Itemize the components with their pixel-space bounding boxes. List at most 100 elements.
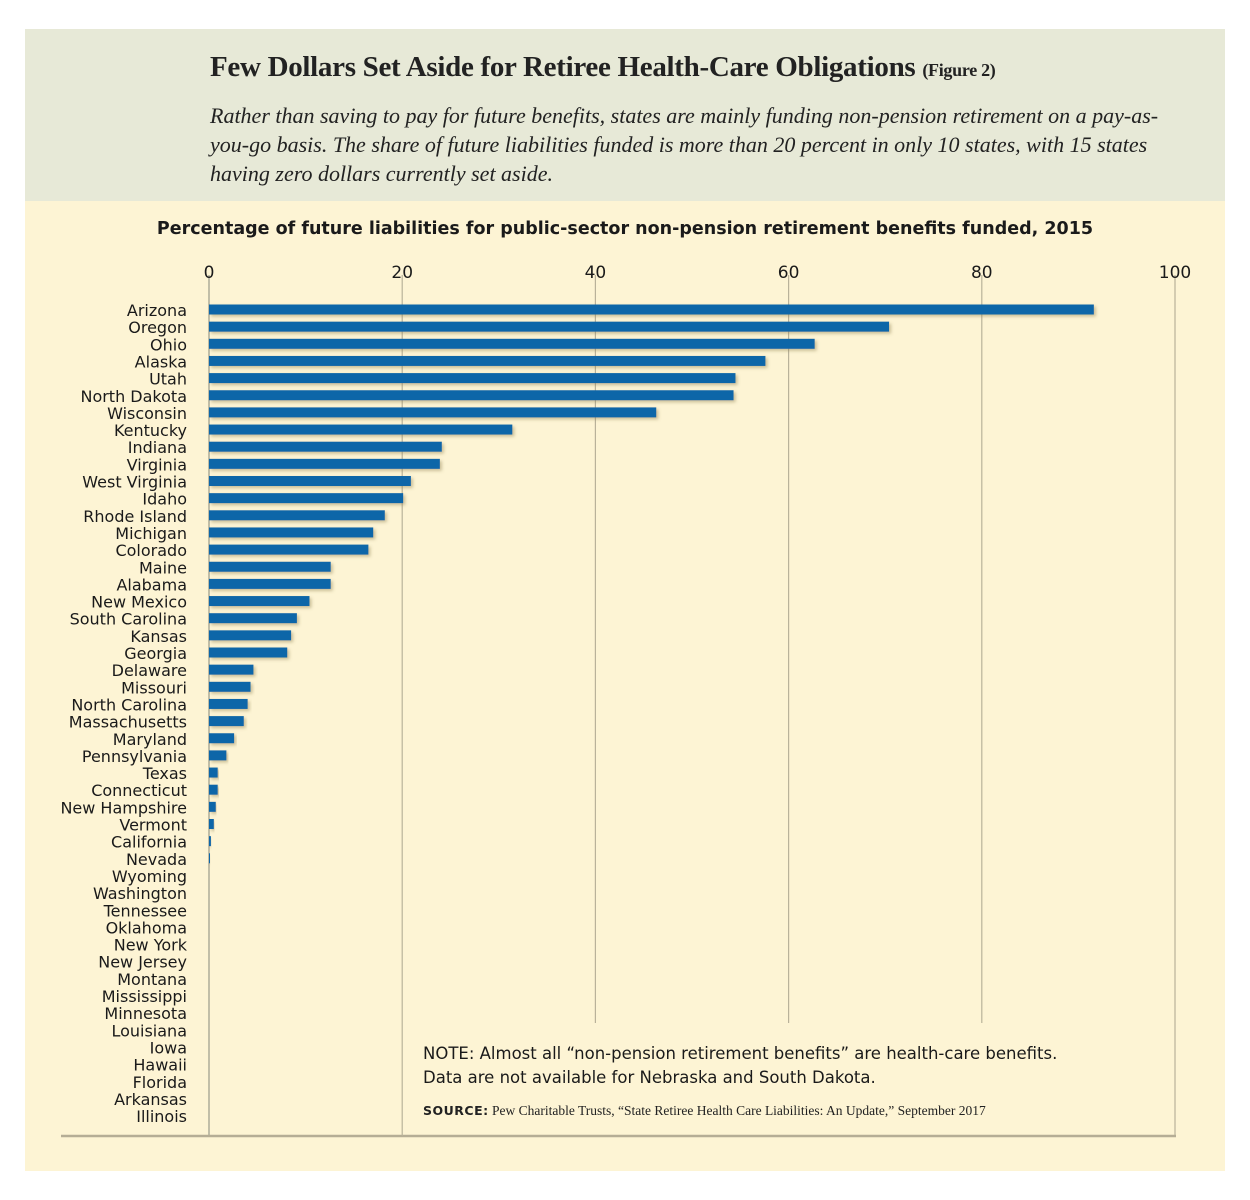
x-tick-label: 40 [585, 263, 607, 283]
chart-title: Percentage of future liabilities for pub… [156, 219, 1094, 239]
category-label: Oregon [128, 318, 187, 337]
bar-delaware [209, 664, 254, 675]
bar-wisconsin [209, 407, 657, 418]
bar-alaska [209, 355, 766, 366]
category-label: Michigan [115, 524, 187, 543]
bar-colorado [209, 544, 369, 555]
category-label: Delaware [112, 661, 187, 680]
x-tick-label: 0 [204, 263, 215, 283]
figure-frame: Few Dollars Set Aside for Retiree Health… [25, 29, 1225, 1171]
category-label: Alabama [116, 575, 187, 594]
category-label: Massachusetts [69, 713, 187, 732]
bar-west-virginia [209, 476, 411, 486]
category-label: Minnesota [104, 1004, 187, 1023]
category-label: South Carolina [70, 610, 187, 629]
category-label: New Hampshire [60, 798, 187, 817]
category-label: New Mexico [91, 593, 187, 612]
bar-arizona [209, 304, 1094, 315]
bar-north-carolina [209, 698, 248, 709]
source-text: Pew Charitable Trusts, “State Retiree He… [488, 1103, 986, 1118]
category-label: Vermont [119, 816, 187, 835]
figure-subtitle: Rather than saving to pay for future ben… [210, 103, 1159, 186]
category-label: Florida [133, 1073, 187, 1092]
bar-connecticut [209, 784, 218, 795]
category-label: Hawaii [133, 1056, 187, 1075]
category-label: Iowa [150, 1038, 187, 1057]
source-label: SOURCE: [423, 1103, 489, 1118]
category-label: Idaho [142, 490, 187, 509]
category-label: Kentucky [114, 421, 187, 440]
bar-virginia [209, 458, 440, 469]
category-label: Arkansas [114, 1090, 187, 1109]
category-label: Washington [93, 884, 187, 903]
gridlines [61, 275, 1176, 1138]
bars [209, 304, 1094, 864]
category-label: Illinois [136, 1107, 187, 1126]
category-label: Pennsylvania [82, 747, 187, 766]
bar-utah [209, 373, 736, 384]
category-label: Virginia [127, 455, 187, 474]
category-label: Montana [117, 970, 187, 989]
bar-texas [209, 767, 218, 778]
bar-vermont [209, 819, 214, 829]
bar-massachusetts [209, 716, 244, 727]
bar-ohio [209, 338, 815, 349]
category-label: Missouri [121, 678, 187, 697]
category-label: Texas [142, 764, 187, 783]
category-label: Alaska [135, 352, 187, 371]
note-line-2: Data are not available for Nebraska and … [423, 1068, 876, 1087]
x-tick-label: 60 [778, 263, 800, 283]
bar-pennsylvania [209, 750, 227, 761]
bar-idaho [209, 493, 404, 504]
figure-title-text: Few Dollars Set Aside for Retiree Health… [210, 51, 916, 83]
category-label: Utah [149, 370, 187, 389]
category-label: Rhode Island [83, 507, 187, 526]
bar-south-carolina [209, 613, 297, 624]
chart-note: NOTE: Almost all “non-pension retirement… [423, 1042, 1057, 1090]
figure-header: Few Dollars Set Aside for Retiree Health… [25, 29, 1225, 201]
bar-maine [209, 561, 331, 572]
category-label: West Virginia [82, 473, 187, 492]
category-label: North Dakota [80, 387, 187, 406]
category-label: Louisiana [111, 1021, 187, 1040]
bar-oregon [209, 321, 890, 332]
category-label: Arizona [127, 301, 187, 320]
category-label: Tennessee [103, 901, 187, 920]
bar-chart: 0 20 40 60 80 100 ArizonaOregonOhioAlaskaUtah… [60, 263, 1192, 1138]
bar-new-hampshire [209, 801, 216, 812]
category-label: New York [114, 936, 188, 955]
bar-missouri [209, 681, 251, 692]
category-label: Connecticut [91, 781, 187, 800]
x-axis-ticks: 0 20 40 60 80 100 [204, 263, 1192, 283]
category-label: Georgia [124, 644, 187, 663]
chart-source: SOURCE: Pew Charitable Trusts, “State Re… [423, 1103, 986, 1119]
category-label: North Carolina [71, 695, 187, 714]
x-tick-label: 80 [971, 263, 993, 283]
category-label: Nevada [126, 850, 187, 869]
bar-rhode-island [209, 510, 385, 521]
figure-title: Few Dollars Set Aside for Retiree Health… [210, 51, 996, 84]
bar-california [209, 836, 211, 847]
bar-indiana [209, 441, 442, 452]
bar-kansas [209, 630, 292, 641]
bar-north-dakota [209, 390, 734, 401]
bar-new-mexico [209, 596, 310, 607]
figure-label: (Figure 2) [922, 60, 996, 80]
category-label: New Jersey [98, 953, 187, 972]
category-label: Indiana [128, 438, 187, 457]
bar-nevada [209, 853, 210, 864]
bar-michigan [209, 527, 374, 538]
note-line-1: NOTE: Almost all “non-pension retirement… [423, 1044, 1058, 1063]
category-label: California [111, 833, 187, 852]
category-label: Maryland [113, 730, 187, 749]
bar-georgia [209, 647, 288, 658]
bar-alabama [209, 578, 331, 589]
category-label: Wyoming [112, 867, 187, 886]
category-label: Oklahoma [106, 918, 187, 937]
category-label: Wisconsin [107, 404, 187, 423]
bar-kentucky [209, 424, 513, 435]
x-tick-label: 100 [1159, 263, 1191, 283]
category-label: Maine [139, 558, 187, 577]
category-label: Mississippi [102, 987, 187, 1006]
